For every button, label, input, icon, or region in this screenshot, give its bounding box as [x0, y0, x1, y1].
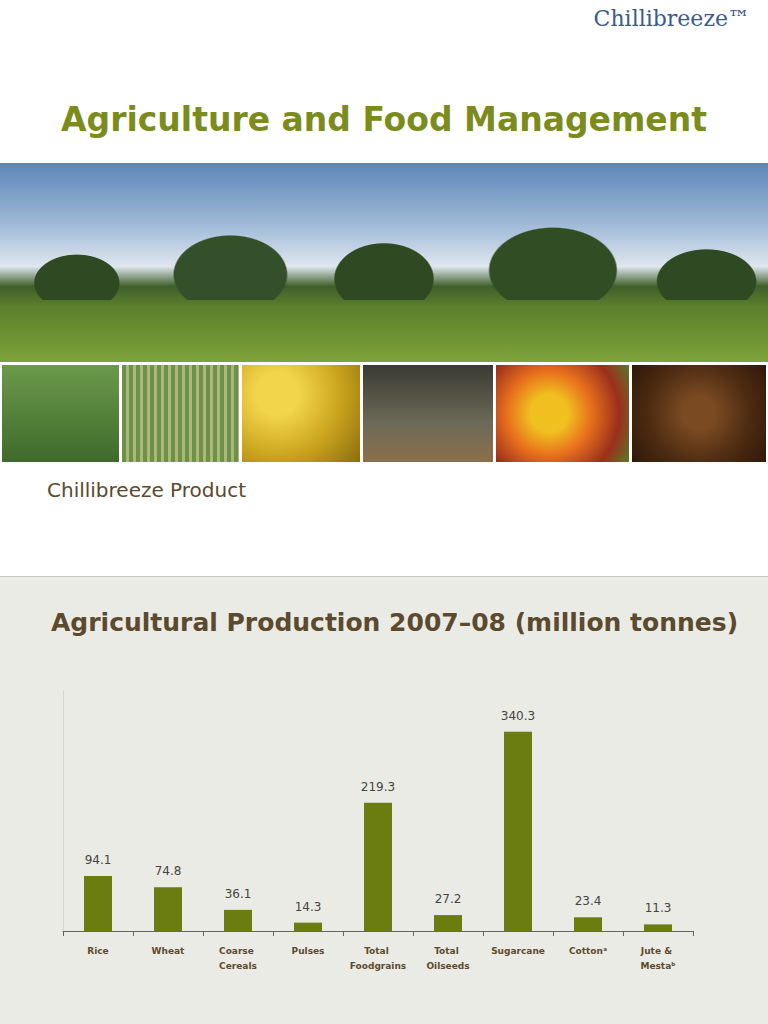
svg-text:Rice: Rice	[87, 946, 108, 956]
html-text:Agriculture and Food Managemen: Agriculture and Food Management	[61, 100, 707, 139]
svg-text:27.2: 27.2	[435, 892, 462, 906]
svg-text:74.8: 74.8	[155, 864, 182, 878]
svg-text:Wheat: Wheat	[152, 946, 186, 956]
svg-text:Agricultural Production 2007–0: Agricultural Production 2007–08 (million…	[51, 608, 738, 637]
svg-text:Mestaᵇ: Mestaᵇ	[640, 961, 675, 971]
svg-text:Total: Total	[364, 946, 392, 956]
svg-text:Jute &: Jute &	[640, 946, 675, 956]
svg-text:Total: Total	[434, 946, 462, 956]
svg-text:219.3: 219.3	[361, 780, 395, 794]
svg-text:23.4: 23.4	[575, 894, 602, 908]
svg-text:Pulses: Pulses	[292, 946, 325, 956]
svg-text:Coarse: Coarse	[219, 946, 257, 956]
html-text:Chillibreeze™: Chillibreeze™	[593, 6, 750, 31]
svg-text:11.3: 11.3	[645, 901, 672, 915]
svg-text:Cereals: Cereals	[219, 961, 257, 971]
html-text:Chillibreeze Product: Chillibreeze Product	[47, 478, 247, 502]
svg-text:36.1: 36.1	[225, 887, 252, 901]
svg-text:340.3: 340.3	[501, 709, 535, 723]
svg-text:Oilseeds: Oilseeds	[426, 961, 469, 971]
svg-text:94.1: 94.1	[85, 853, 112, 867]
svg-text:Sugarcane: Sugarcane	[491, 946, 545, 956]
svg-text:Cottonᵃ: Cottonᵃ	[569, 946, 607, 956]
svg-text:Foodgrains: Foodgrains	[350, 961, 406, 971]
svg-text:14.3: 14.3	[295, 900, 322, 914]
